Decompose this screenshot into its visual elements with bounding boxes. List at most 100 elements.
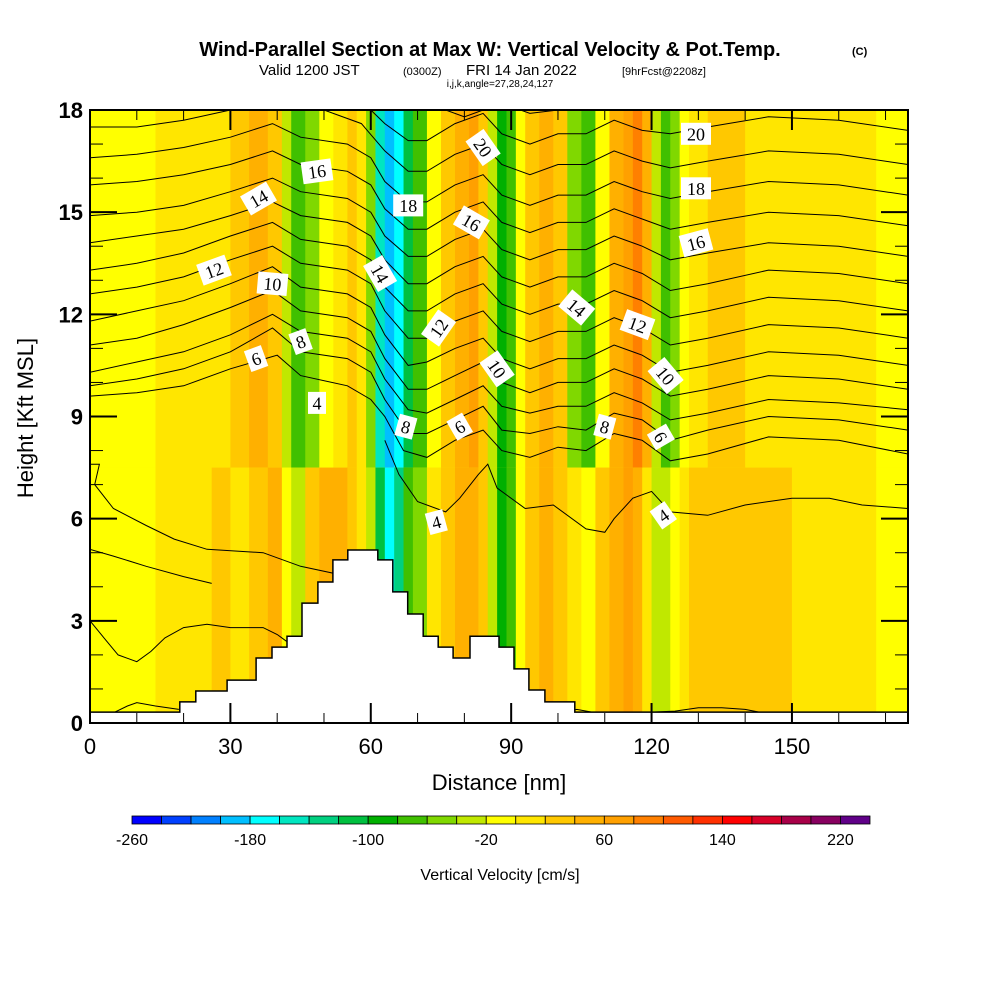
contour-label: 6: [243, 345, 269, 373]
contour-label-box: [593, 413, 617, 440]
colorbar-swatch: [722, 815, 753, 825]
w-cell-lower: [539, 467, 554, 723]
w-cell-lower: [478, 467, 489, 723]
w-cell-upper: [595, 110, 611, 468]
contour-label: 16: [300, 158, 334, 185]
w-cell-upper: [623, 110, 634, 468]
contour-label-box: [678, 228, 714, 258]
x-tick-label: 150: [774, 734, 811, 759]
w-cell-upper: [539, 110, 554, 468]
colorbar-swatch: [397, 815, 428, 825]
w-cell-upper: [567, 110, 582, 468]
contour-label-text: 16: [307, 161, 328, 183]
contour-label-box: [196, 254, 232, 286]
contour-label: 8: [593, 413, 617, 440]
w-cell-upper: [291, 110, 306, 468]
w-cell-lower: [211, 467, 231, 723]
contour-label: 8: [394, 413, 418, 440]
colorbar-swatch: [338, 815, 369, 825]
w-cell-upper: [183, 110, 213, 468]
colorbar-swatch: [544, 815, 576, 825]
w-cell-lower: [876, 467, 908, 723]
w-cell-upper: [90, 110, 110, 468]
colorbar-swatch: [751, 815, 782, 825]
subtitle-utc: (0300Z): [403, 66, 442, 78]
contour-label-box: [288, 328, 313, 356]
subtitle: Valid 1200 JST (0300Z) FRI 14 Jan 2022 […: [259, 62, 706, 79]
contour-label: 10: [256, 271, 289, 296]
y-tick-label: 12: [59, 302, 83, 327]
colorbar-swatch: [426, 815, 458, 825]
w-cell-upper: [455, 110, 470, 468]
w-cell-lower: [281, 467, 292, 723]
pot-temp-contour: [370, 110, 908, 145]
pot-temp-contour: [90, 150, 908, 234]
contour-label-box: [558, 289, 596, 326]
contour-label-box: [681, 122, 711, 145]
terrain: [90, 549, 908, 723]
w-cell-upper: [127, 110, 157, 468]
y-tick-label: 0: [71, 711, 83, 736]
w-cell-lower: [230, 467, 250, 723]
colorbar-swatch: [810, 815, 841, 825]
w-cell-lower: [497, 467, 508, 723]
contour-label-box: [300, 158, 334, 185]
colorbar-swatch: [840, 815, 871, 825]
y-tick-label: 6: [71, 507, 83, 532]
pot-temp-contour: [520, 110, 559, 114]
pot-temp-contour: [90, 313, 908, 421]
x-tick-label: 120: [633, 734, 670, 759]
contour-label-box: [308, 391, 326, 414]
w-cell-upper: [319, 110, 334, 468]
pot-temp-contour: [90, 354, 908, 462]
w-cell-lower: [745, 467, 793, 723]
w-cell-upper: [651, 110, 662, 468]
w-cell-lower: [183, 467, 213, 723]
contour-label: 4: [649, 501, 677, 530]
contour-label-text: 18: [399, 196, 417, 216]
contour-label-text: 12: [202, 258, 226, 283]
w-cell-lower: [155, 467, 185, 723]
colorbar-swatch: [367, 815, 399, 825]
x-axis-ticks: 0 30 60 90 120 150: [84, 110, 887, 759]
w-cell-upper: [707, 110, 746, 468]
subtitle-forecast: [9hrFcst@2208z]: [622, 66, 706, 78]
w-cell-lower: [108, 467, 129, 723]
contour-label-box: [363, 255, 398, 292]
pot-temp-contour: [90, 548, 212, 584]
contour-label-text: 12: [625, 313, 649, 338]
colorbar-swatch: [781, 815, 812, 825]
w-cell-lower: [567, 467, 582, 723]
contour-label-box: [240, 181, 277, 216]
contour-label-box: [446, 412, 473, 441]
w-cell-lower: [127, 467, 157, 723]
title-mark: (C): [852, 46, 868, 58]
w-cell-lower: [651, 467, 662, 723]
contour-label-box: [647, 357, 684, 395]
w-cell-lower: [553, 467, 568, 723]
colorbar-tick-label: -100: [352, 832, 384, 849]
w-cell-lower: [581, 467, 597, 723]
pot-temp-contour: [90, 327, 908, 441]
colorbar-tick-label: 220: [827, 832, 854, 849]
w-cell-upper: [347, 110, 358, 468]
contour-label: 6: [646, 423, 675, 451]
w-cell-upper: [412, 110, 428, 468]
colorbar-tick-label: -260: [116, 832, 148, 849]
w-cell-upper: [660, 110, 671, 468]
w-cell-lower: [660, 467, 671, 723]
contour-label: 8: [288, 328, 313, 356]
subtitle-valid: Valid 1200 JST: [259, 62, 360, 79]
colorbar-swatch: [220, 815, 251, 825]
w-cell-upper: [525, 110, 540, 468]
w-cell-upper: [679, 110, 690, 468]
contour-label: 4: [424, 509, 448, 536]
colorbar-swatch: [456, 815, 487, 825]
colorbar-swatch: [662, 815, 694, 825]
pot-temp-contour: [90, 245, 908, 346]
y-tick-label: 18: [59, 98, 83, 123]
w-cell-upper: [478, 110, 489, 468]
w-cell-lower: [679, 467, 690, 723]
w-cell-upper: [632, 110, 643, 468]
